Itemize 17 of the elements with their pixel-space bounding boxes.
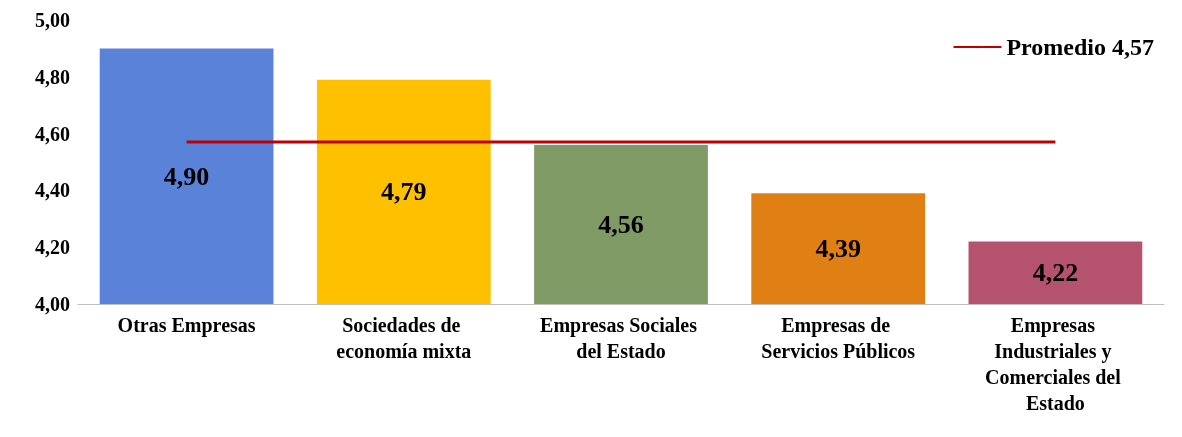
- y-tick-label: 4,00: [35, 293, 70, 315]
- y-tick-label: 4,20: [35, 236, 70, 259]
- x-tick-label: Empresas Industriales y Comerciales del Estado: [985, 314, 1126, 414]
- y-tick-label: 5,00: [35, 9, 70, 31]
- data-label: 4,79: [381, 177, 427, 207]
- y-tick-label: 4,40: [35, 179, 70, 202]
- x-tick-label: Empresas de Servicios Públicos: [761, 314, 916, 362]
- y-tick-label: 4,60: [35, 122, 70, 145]
- data-label: 4,22: [1032, 258, 1079, 288]
- y-tick-label: 4,80: [35, 65, 70, 88]
- data-label: 4,39: [815, 234, 861, 264]
- x-tick-label: Empresas Sociales del Estado: [540, 314, 702, 362]
- legend-label: Promedio 4,57: [1006, 34, 1155, 60]
- data-label: 4,56: [598, 209, 644, 239]
- x-tick-label: Otras Empresas: [117, 314, 256, 337]
- data-label: 4,90: [163, 161, 210, 191]
- x-tick-label: Sociedades de economía mixta: [336, 314, 472, 362]
